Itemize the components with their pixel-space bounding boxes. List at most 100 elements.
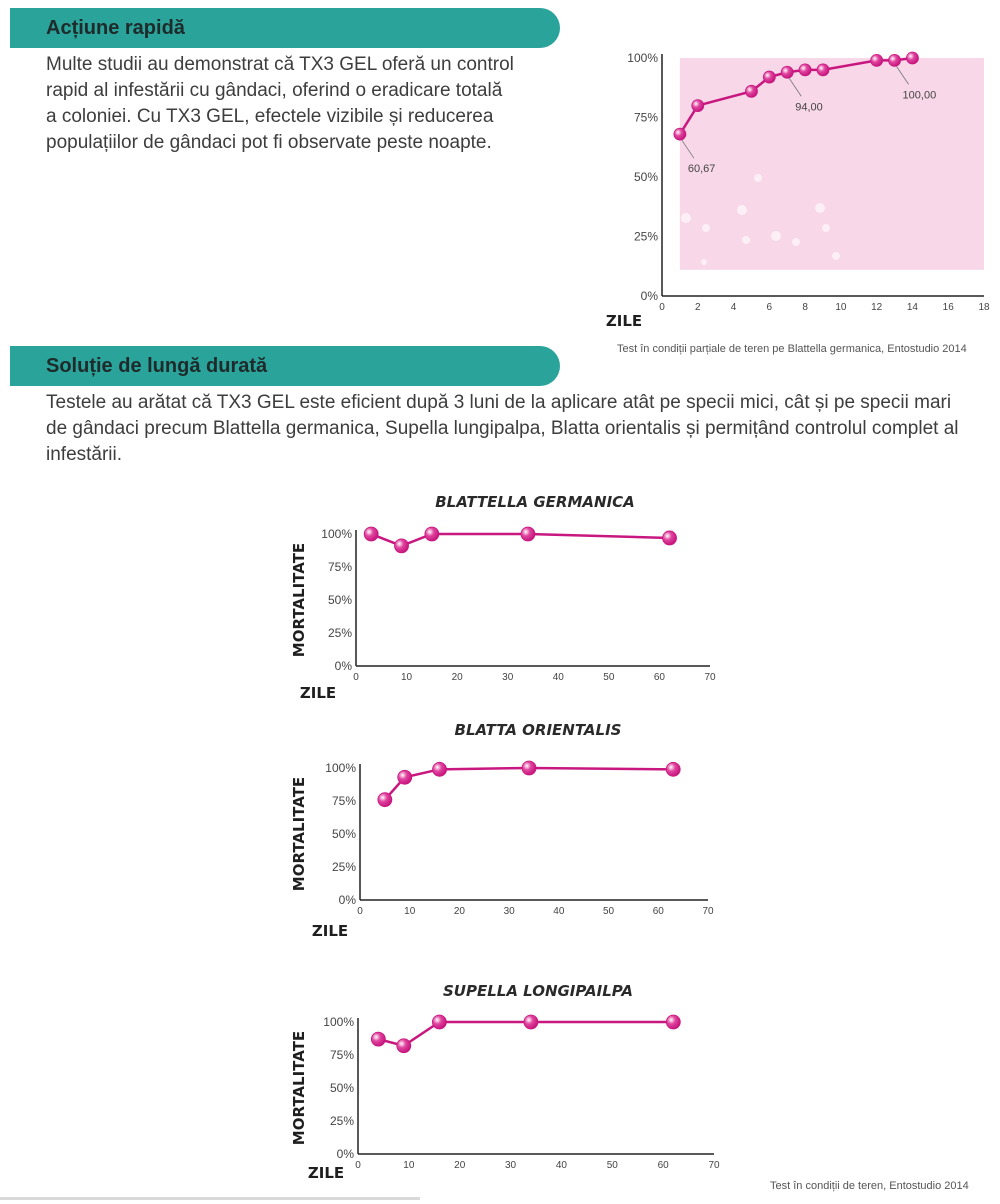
x-tick-label: 2 [695, 302, 701, 313]
chart-title: BLATTA ORIENTALIS [455, 721, 622, 739]
x-tick-label: 0 [659, 302, 665, 313]
chart-source-note: Test în condiții parțiale de teren pe Bl… [617, 343, 967, 355]
x-tick-label: 70 [702, 906, 714, 917]
background-decoration [754, 174, 762, 182]
data-point [673, 127, 687, 141]
x-tick-label: 60 [653, 906, 665, 917]
data-point [870, 53, 884, 67]
series-line [678, 56, 913, 135]
y-tick-label: 100% [323, 1015, 354, 1029]
x-tick-label: 30 [504, 906, 516, 917]
y-tick-label: 0% [337, 1147, 355, 1161]
data-point [394, 538, 409, 554]
x-tick-label: 70 [708, 1160, 720, 1171]
x-tick-label: 20 [454, 1160, 466, 1171]
x-tick-label: 10 [401, 672, 413, 683]
x-tick-label: 40 [553, 906, 565, 917]
background-decoration [792, 238, 800, 246]
data-point [363, 526, 379, 542]
y-tick-label: 100% [325, 761, 356, 775]
section-text: Multe studii au demonstrat că TX3 GEL of… [46, 54, 514, 153]
y-axis-label: MORTALITATE [290, 1031, 308, 1145]
background-decoration [701, 259, 707, 265]
data-label: 100,00 [903, 89, 937, 101]
x-axis-label: ZILE [300, 684, 336, 702]
chart-title: SUPELLA LONGIPAILPA [443, 982, 633, 1000]
background-decoration [742, 236, 750, 244]
y-tick-label: 25% [330, 1114, 354, 1128]
x-tick-label: 50 [603, 906, 615, 917]
background-decoration [815, 203, 825, 213]
charts-source-note: Test în condiții de teren, Entostudio 20… [770, 1180, 969, 1192]
x-tick-label: 50 [603, 672, 615, 683]
section-title: Soluție de lungă durată [46, 355, 268, 377]
x-tick-label: 10 [835, 302, 847, 313]
x-tick-label: 30 [505, 1160, 517, 1171]
data-point [521, 760, 537, 776]
x-tick-label: 30 [502, 672, 514, 683]
series-line [370, 532, 670, 548]
x-tick-label: 14 [907, 302, 919, 313]
background-decoration [771, 231, 781, 241]
x-tick-label: 60 [658, 1160, 670, 1171]
data-point [798, 63, 812, 77]
y-tick-label: 50% [328, 593, 352, 607]
data-label-leader [788, 78, 802, 97]
x-tick-label: 70 [704, 672, 716, 683]
x-tick-label: 20 [452, 672, 464, 683]
chart-title: BLATTELLA GERMANICA [435, 493, 635, 511]
x-tick-label: 0 [353, 672, 359, 683]
data-point [762, 70, 776, 84]
divider [0, 1197, 420, 1200]
chart-supella-longipailpa: SUPELLA LONGIPAILPA 0% 25% 50% 75% 100% 0 10 20 3… [290, 982, 720, 1182]
data-point [370, 1031, 386, 1047]
plot-background [679, 58, 984, 270]
y-tick-label: 50% [332, 827, 356, 841]
data-point [396, 1038, 412, 1054]
y-axis-label: MORTALITATE [290, 543, 308, 657]
background-decoration [832, 252, 840, 260]
section-banner-long-lasting: Soluție de lungă durată [10, 346, 560, 386]
background-decoration [737, 205, 747, 215]
data-point [906, 51, 919, 65]
data-point [431, 1014, 447, 1030]
background-decoration [822, 224, 830, 232]
chart-blattella-germanica: BLATTELLA GERMANICA 0% 25% 50% 75% 100% 0 10 20 3… [290, 493, 716, 702]
data-point [665, 1014, 681, 1030]
x-tick-label: 40 [553, 672, 565, 683]
data-point [888, 53, 901, 67]
y-tick-label: 0% [641, 289, 659, 303]
y-tick-label: 75% [332, 794, 356, 808]
x-tick-label: 10 [404, 906, 416, 917]
section-title: Acțiune rapidă [46, 17, 185, 39]
y-tick-label: 100% [627, 51, 658, 65]
x-tick-label: 10 [403, 1160, 415, 1171]
y-tick-label: 0% [335, 659, 353, 673]
x-tick-label: 18 [978, 302, 990, 313]
data-point [424, 526, 440, 542]
data-label: 94,00 [795, 101, 823, 113]
y-tick-label: 100% [321, 527, 352, 541]
x-axis-label: ZILE [308, 1164, 344, 1182]
y-tick-label: 75% [330, 1048, 354, 1062]
y-axis-label: MORTALITATE [290, 777, 308, 891]
x-tick-label: 0 [357, 906, 363, 917]
x-tick-label: 50 [607, 1160, 619, 1171]
x-axis-label: ZILE [606, 312, 642, 330]
data-label-leader [896, 66, 909, 85]
x-tick-label: 20 [454, 906, 466, 917]
data-point [662, 530, 677, 546]
data-point [691, 99, 705, 112]
x-tick-label: 8 [802, 302, 808, 313]
data-point [520, 526, 536, 542]
x-axis-label: ZILE [312, 922, 348, 940]
data-point [397, 769, 413, 785]
x-tick-label: 40 [556, 1160, 568, 1171]
x-tick-label: 0 [355, 1160, 361, 1171]
chart-quick-action: 0% 25% 50% 75% 100% 0 2 4 6 8 10 12 14 16 18 ZILE 60,67 9… [606, 51, 990, 330]
x-tick-label: 16 [943, 302, 955, 313]
data-point [377, 792, 393, 808]
background-decoration [681, 213, 691, 223]
data-label-leader [681, 139, 695, 159]
data-point [665, 761, 681, 777]
